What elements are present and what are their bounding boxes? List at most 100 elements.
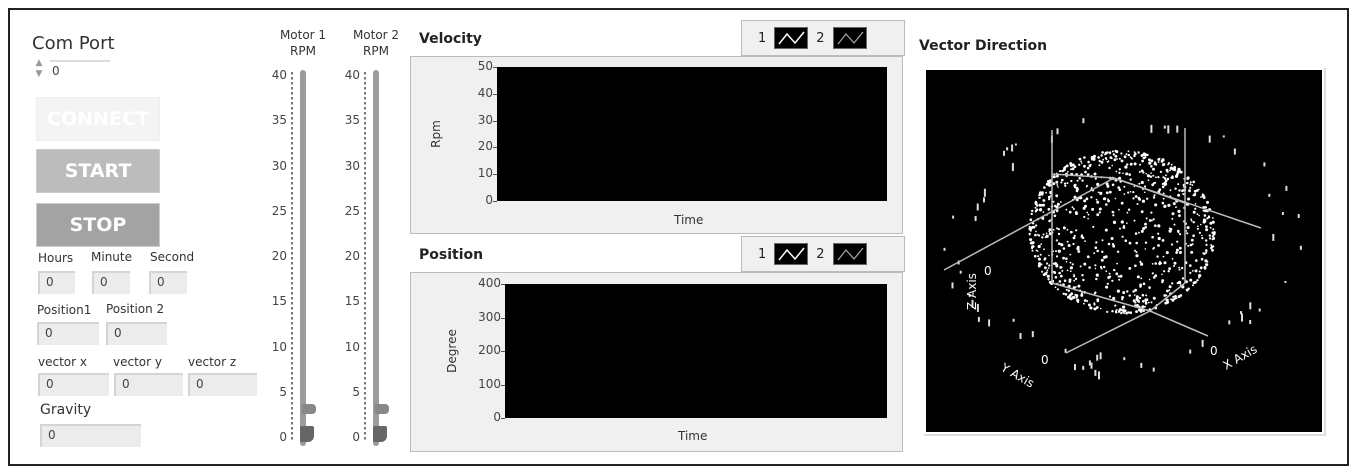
position1-field: 0: [37, 322, 99, 345]
scatter-point: [1208, 135, 1211, 143]
scatter-point: [1162, 255, 1165, 258]
scatter-point: [1190, 238, 1194, 242]
motor-1-slider-track[interactable]: [300, 70, 306, 446]
scatter-point: [1172, 202, 1176, 206]
plot-line-icon[interactable]: [774, 243, 809, 265]
scatter-point: [1129, 156, 1132, 159]
scatter-point: [1189, 186, 1192, 189]
scatter-point: [1191, 270, 1194, 272]
scatter-point: [1128, 267, 1132, 270]
plot-line-icon[interactable]: [832, 27, 867, 49]
scatter-point: [1035, 249, 1038, 252]
scatter-point: [1084, 240, 1086, 243]
scatter-point: [1048, 198, 1051, 201]
scatter-point: [1108, 190, 1112, 194]
scatter-point: [1062, 292, 1065, 295]
position1-label: Position1: [37, 303, 92, 317]
scatter-point: [1171, 217, 1174, 220]
scatter-point: [1155, 163, 1158, 166]
scatter-point: [1112, 244, 1116, 248]
connect-button[interactable]: CONNECT: [36, 97, 160, 141]
scatter-point: [1150, 301, 1153, 304]
scatter-point: [1048, 230, 1050, 233]
com-port-spinner[interactable]: ▲ ▼: [35, 58, 43, 79]
scatter-point: [1065, 208, 1068, 211]
scatter-point: [1061, 269, 1064, 272]
scatter-point: [1178, 246, 1182, 250]
scatter-point: [1063, 166, 1067, 170]
scatter-point: [1197, 225, 1199, 227]
scatter-point: [1078, 163, 1081, 166]
scatter-point: [1168, 289, 1171, 291]
motor-scale-label: 15: [271, 294, 287, 309]
scatter-point: [1196, 227, 1199, 230]
scatter-point: [1083, 299, 1087, 302]
scatter-point: [1094, 267, 1097, 270]
minute-label: Minute: [91, 250, 132, 264]
scatter-point: [1093, 172, 1097, 176]
scatter-point: [1150, 159, 1154, 163]
scatter-point: [1098, 159, 1101, 163]
scatter-point: [1073, 165, 1077, 168]
scatter-point: [1060, 201, 1062, 203]
scatter-point: [1098, 371, 1100, 380]
scatter-point: [1011, 144, 1014, 152]
motor-2-slider-thumb[interactable]: [373, 426, 387, 442]
scatter-point: [1285, 185, 1288, 191]
scatter-point: [1075, 189, 1079, 193]
scatter-point: [1165, 294, 1168, 297]
scatter-point: [1145, 301, 1148, 304]
scatter-point: [1178, 280, 1182, 284]
scatter-point: [1146, 153, 1149, 157]
position-plot-area[interactable]: [505, 284, 887, 418]
scatter-point: [1043, 186, 1046, 189]
scatter-point: [1031, 249, 1034, 252]
scatter-point: [1189, 181, 1192, 184]
scatter-point: [1003, 150, 1005, 156]
scatter-point: [1066, 182, 1069, 185]
scatter-point: [1028, 232, 1031, 236]
scatter-point: [1120, 220, 1124, 224]
scatter-point: [1052, 228, 1055, 231]
scatter-point: [1042, 203, 1045, 207]
scatter-point: [1176, 240, 1179, 243]
scatter-point: [1056, 175, 1059, 178]
scatter-point: [1199, 223, 1202, 226]
scatter-point: [1108, 166, 1111, 170]
velocity-plot-area[interactable]: [497, 67, 887, 201]
motor-scale-label: 10: [271, 339, 287, 354]
motor-scale-ticks: [291, 72, 293, 440]
position-legend[interactable]: 1 2: [741, 236, 905, 272]
scatter-point: [1045, 191, 1047, 194]
scatter-point: [1161, 239, 1165, 242]
scatter-point: [1048, 232, 1052, 236]
plot-line-icon[interactable]: [774, 27, 809, 49]
motor-unit: RPM: [290, 44, 316, 58]
hours-field: 0: [38, 271, 75, 294]
scatter-point: [1082, 365, 1085, 370]
vector-direction-plot[interactable]: 0 Z Axis 0 Y Axis 0 X Axis: [926, 70, 1322, 432]
scatter-point: [1095, 241, 1098, 244]
scatter-point: [1069, 230, 1073, 234]
velocity-legend[interactable]: 1 2: [741, 20, 905, 56]
scatter-point: [1086, 255, 1090, 259]
scatter-point: [1083, 208, 1086, 210]
scatter-point: [1112, 296, 1116, 301]
motor-1-slider-thumb[interactable]: [300, 426, 314, 442]
motor-2-label: Motor 2 RPM: [344, 27, 408, 59]
second-label: Second: [150, 250, 195, 264]
scatter-point: [1084, 170, 1087, 174]
vector-direction-title: Vector Direction: [919, 38, 1048, 54]
scatter-point: [1070, 179, 1073, 183]
com-port-input[interactable]: 0: [50, 60, 110, 80]
scatter-point: [1101, 250, 1104, 253]
scatter-point: [1168, 285, 1172, 289]
plot-line-icon[interactable]: [832, 243, 867, 265]
scatter-point: [1107, 242, 1111, 246]
stop-button[interactable]: STOP: [36, 203, 160, 247]
scatter-point: [976, 203, 979, 211]
scatter-point: [1178, 266, 1180, 269]
start-button[interactable]: START: [36, 149, 160, 193]
scatter-point: [1209, 237, 1212, 240]
motor-2-slider-track[interactable]: [373, 70, 379, 446]
